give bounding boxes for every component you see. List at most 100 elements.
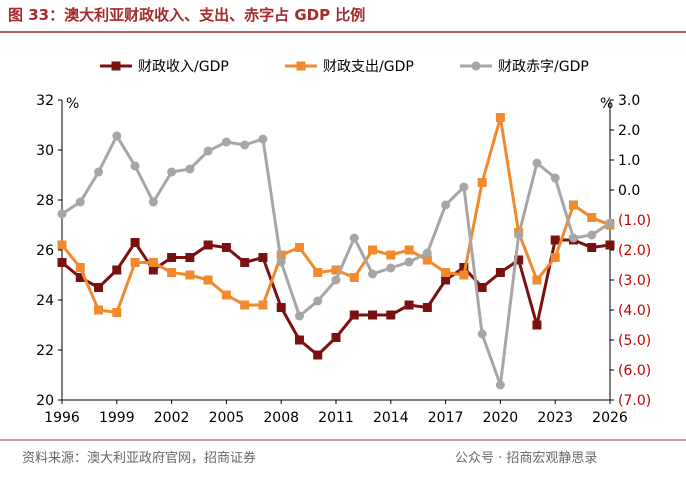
data-point (568, 233, 578, 243)
data-point (258, 253, 268, 262)
x-tick-label: 2023 (537, 410, 573, 426)
data-point (57, 240, 67, 250)
x-tick-label: 1996 (44, 410, 80, 426)
data-point (221, 290, 231, 300)
y2-tick-label: (2.0) (618, 243, 651, 259)
data-point (441, 275, 451, 285)
data-point (422, 255, 432, 265)
data-point (94, 167, 104, 177)
y2-tick-label: 3.0 (618, 93, 640, 109)
data-point (495, 113, 505, 122)
data-point (477, 329, 487, 339)
data-point (514, 255, 524, 265)
y-tick-label: 32 (36, 93, 54, 109)
y2-tick-label: 1.0 (618, 153, 640, 169)
y2-tick-label: 2.0 (618, 123, 640, 139)
data-point (422, 303, 432, 312)
data-point (422, 248, 432, 258)
data-point (75, 197, 85, 207)
data-point (130, 161, 140, 171)
data-point (349, 233, 359, 243)
x-tick-label: 2017 (428, 410, 464, 426)
data-point (112, 131, 122, 141)
data-point (587, 230, 597, 240)
data-point (57, 209, 67, 219)
data-point (368, 245, 378, 255)
data-point (75, 263, 85, 272)
series-line (61, 132, 611, 386)
data-point (349, 310, 359, 320)
x-tick-label: 2008 (263, 410, 299, 426)
data-point (331, 275, 341, 285)
x-tick-label: 2020 (483, 410, 519, 426)
data-point (550, 173, 560, 183)
data-point (313, 296, 323, 306)
data-point (203, 146, 213, 156)
data-point (587, 243, 597, 252)
data-point (605, 218, 615, 228)
data-point (75, 273, 85, 282)
data-point (404, 245, 414, 255)
data-point (568, 200, 578, 210)
data-point (203, 275, 213, 285)
data-point (294, 335, 304, 345)
x-tick-label: 1999 (99, 410, 135, 426)
chart-title: 图 33：澳大利亚财政收入、支出、赤字占 GDP 比例 (8, 6, 365, 24)
x-tick-label: 2005 (209, 410, 245, 426)
data-point (94, 283, 104, 292)
y-unit: % (66, 96, 79, 112)
y2-tick-label: (6.0) (618, 363, 651, 379)
y2-tick-label: (3.0) (618, 273, 651, 289)
data-point (532, 275, 542, 285)
data-point (148, 197, 158, 207)
data-point (130, 238, 140, 247)
y2-tick-label: 0.0 (618, 183, 640, 199)
data-point (185, 164, 195, 174)
y-tick-label: 26 (36, 243, 54, 259)
data-point (240, 258, 250, 267)
data-point (550, 253, 560, 262)
data-point (587, 213, 597, 222)
data-point (221, 137, 231, 147)
legend-marker (111, 61, 121, 71)
data-point (386, 263, 396, 273)
data-point (240, 300, 250, 310)
data-point (294, 243, 304, 252)
data-point (112, 308, 122, 317)
x-tick-label: 2026 (592, 410, 628, 426)
data-point (477, 283, 487, 292)
data-point (441, 200, 451, 210)
data-point (57, 258, 67, 267)
data-point (185, 253, 195, 262)
y-tick-label: 20 (36, 393, 54, 409)
data-point (167, 268, 177, 277)
y2-tick-label: (1.0) (618, 213, 651, 229)
y-tick-label: 24 (36, 293, 54, 309)
data-point (276, 303, 286, 312)
y2-tick-label: (7.0) (618, 393, 651, 409)
legend-marker (296, 61, 306, 71)
y2-unit: % (600, 96, 613, 112)
data-point (459, 270, 469, 280)
data-point (221, 243, 231, 252)
data-point (495, 268, 505, 277)
y-tick-label: 30 (36, 143, 54, 159)
data-point (495, 380, 505, 390)
data-point (258, 134, 268, 144)
y-tick-label: 28 (36, 193, 54, 209)
data-point (477, 178, 487, 187)
watermark: 公众号 · 招商宏观静思录 (455, 451, 597, 466)
data-point (258, 300, 268, 310)
data-point (148, 265, 158, 275)
data-point (532, 158, 542, 168)
x-tick-label: 2002 (154, 410, 190, 426)
data-point (514, 230, 524, 240)
data-point (550, 235, 560, 245)
source: 资料来源：澳大利亚政府官网，招商证券 (22, 450, 256, 466)
y-tick-label: 22 (36, 343, 54, 359)
data-point (130, 258, 140, 267)
data-point (148, 258, 158, 267)
data-point (386, 250, 396, 260)
data-point (368, 310, 378, 320)
data-point (386, 310, 396, 320)
